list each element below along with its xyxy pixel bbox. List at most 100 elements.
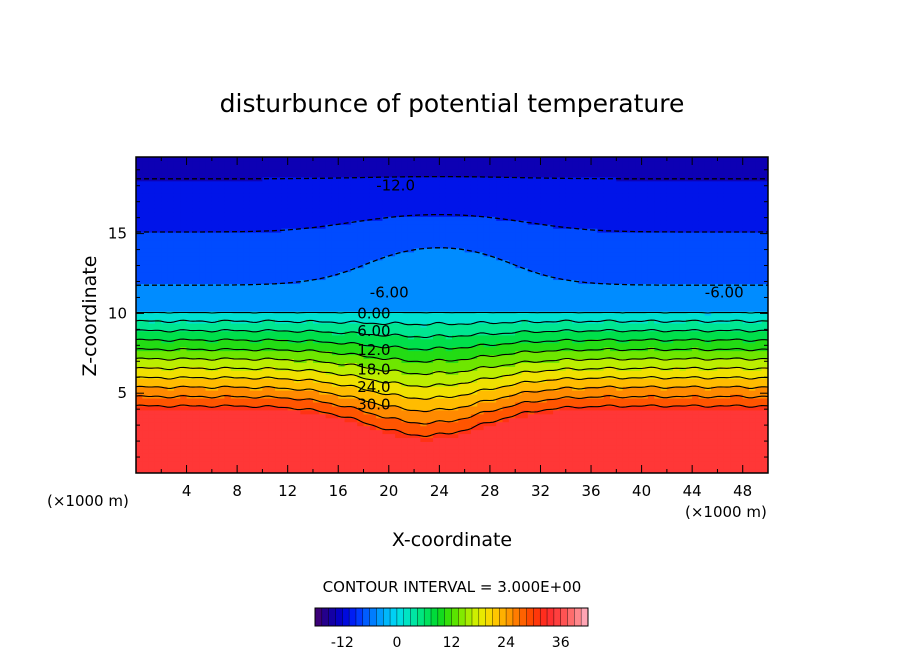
- field-cell: [142, 307, 150, 312]
- field-cell: [249, 326, 257, 332]
- field-cell: [300, 184, 308, 190]
- field-cell: [521, 441, 529, 446]
- field-cell: [300, 382, 308, 387]
- field-cell: [470, 354, 478, 360]
- field-cell: [369, 315, 377, 320]
- field-cell: [205, 457, 213, 462]
- field-cell: [489, 374, 497, 379]
- field-cell: [167, 307, 175, 312]
- field-cell: [300, 200, 308, 205]
- field-cell: [344, 326, 352, 332]
- field-cell: [180, 326, 188, 332]
- field-cell: [489, 271, 497, 277]
- field-cell: [256, 220, 263, 225]
- field-cell: [452, 283, 459, 288]
- field-cell: [262, 188, 270, 194]
- field-cell: [477, 461, 485, 466]
- field-cell: [496, 315, 504, 320]
- field-cell: [230, 157, 238, 162]
- field-cell: [186, 259, 194, 265]
- field-cell: [452, 397, 459, 403]
- field-cell: [325, 326, 333, 332]
- field-cell: [199, 342, 207, 348]
- field-cell: [496, 228, 504, 233]
- field-cell: [369, 445, 377, 450]
- field-cell: [496, 232, 504, 237]
- field-cell: [376, 338, 384, 344]
- field-cell: [477, 267, 485, 273]
- field-cell: [319, 465, 327, 470]
- field-cell: [363, 453, 371, 458]
- field-cell: [237, 469, 245, 473]
- field-cell: [256, 291, 263, 296]
- field-cell: [527, 453, 535, 458]
- field-cell: [154, 330, 162, 336]
- field-cell: [363, 358, 371, 363]
- field-cell: [136, 192, 143, 198]
- field-cell: [180, 315, 188, 320]
- field-cell: [148, 303, 156, 308]
- field-cell: [357, 334, 365, 340]
- field-cell: [173, 311, 181, 316]
- field-cell: [344, 378, 352, 383]
- field-cell: [470, 176, 478, 182]
- field-cell: [268, 461, 276, 466]
- field-cell: [275, 382, 282, 387]
- field-cell: [426, 437, 434, 442]
- field-cell: [331, 394, 339, 399]
- field-cell: [527, 461, 535, 466]
- field-cell: [376, 299, 384, 304]
- field-cell: [192, 338, 200, 344]
- field-cell: [136, 465, 143, 470]
- field-cell: [496, 453, 504, 458]
- field-cell: [388, 164, 396, 170]
- field-cell: [268, 417, 276, 423]
- field-cell: [300, 283, 308, 288]
- field-cell: [331, 168, 339, 174]
- field-cell: [294, 354, 301, 360]
- field-cell: [420, 397, 428, 403]
- field-cell: [331, 342, 339, 348]
- field-cell: [388, 397, 396, 403]
- field-cell: [325, 188, 333, 194]
- field-cell: [464, 267, 472, 273]
- field-cell: [458, 421, 466, 427]
- field-cell: [218, 192, 226, 198]
- field-cell: [376, 200, 384, 205]
- field-cell: [483, 378, 491, 383]
- field-cell: [186, 236, 194, 241]
- field-cell: [338, 291, 346, 296]
- field-cell: [243, 283, 251, 288]
- field-cell: [376, 239, 384, 245]
- field-cell: [331, 196, 339, 202]
- field-cell: [445, 461, 453, 466]
- field-cell: [161, 180, 169, 186]
- field-cell: [192, 184, 200, 190]
- field-cell: [268, 307, 276, 312]
- field-cell: [344, 374, 352, 379]
- field-cell: [357, 449, 365, 454]
- field-cell: [331, 160, 339, 166]
- field-cell: [452, 307, 459, 312]
- field-cell: [218, 255, 226, 261]
- field-cell: [496, 220, 504, 225]
- field-cell: [439, 417, 447, 423]
- field-cell: [350, 259, 358, 265]
- field-cell: [243, 334, 251, 340]
- field-cell: [388, 465, 396, 470]
- field-cell: [167, 437, 175, 442]
- field-cell: [407, 275, 415, 281]
- field-cell: [256, 279, 263, 284]
- field-cell: [414, 259, 421, 265]
- field-cell: [489, 243, 497, 249]
- field-cell: [243, 247, 251, 253]
- field-cell: [407, 413, 415, 419]
- field-cell: [230, 334, 238, 340]
- field-cell: [186, 263, 194, 269]
- field-cell: [230, 453, 238, 458]
- field-cell: [237, 184, 245, 190]
- field-cell: [275, 208, 282, 213]
- field-cell: [388, 401, 396, 407]
- field-cell: [205, 346, 213, 352]
- field-cell: [426, 457, 434, 462]
